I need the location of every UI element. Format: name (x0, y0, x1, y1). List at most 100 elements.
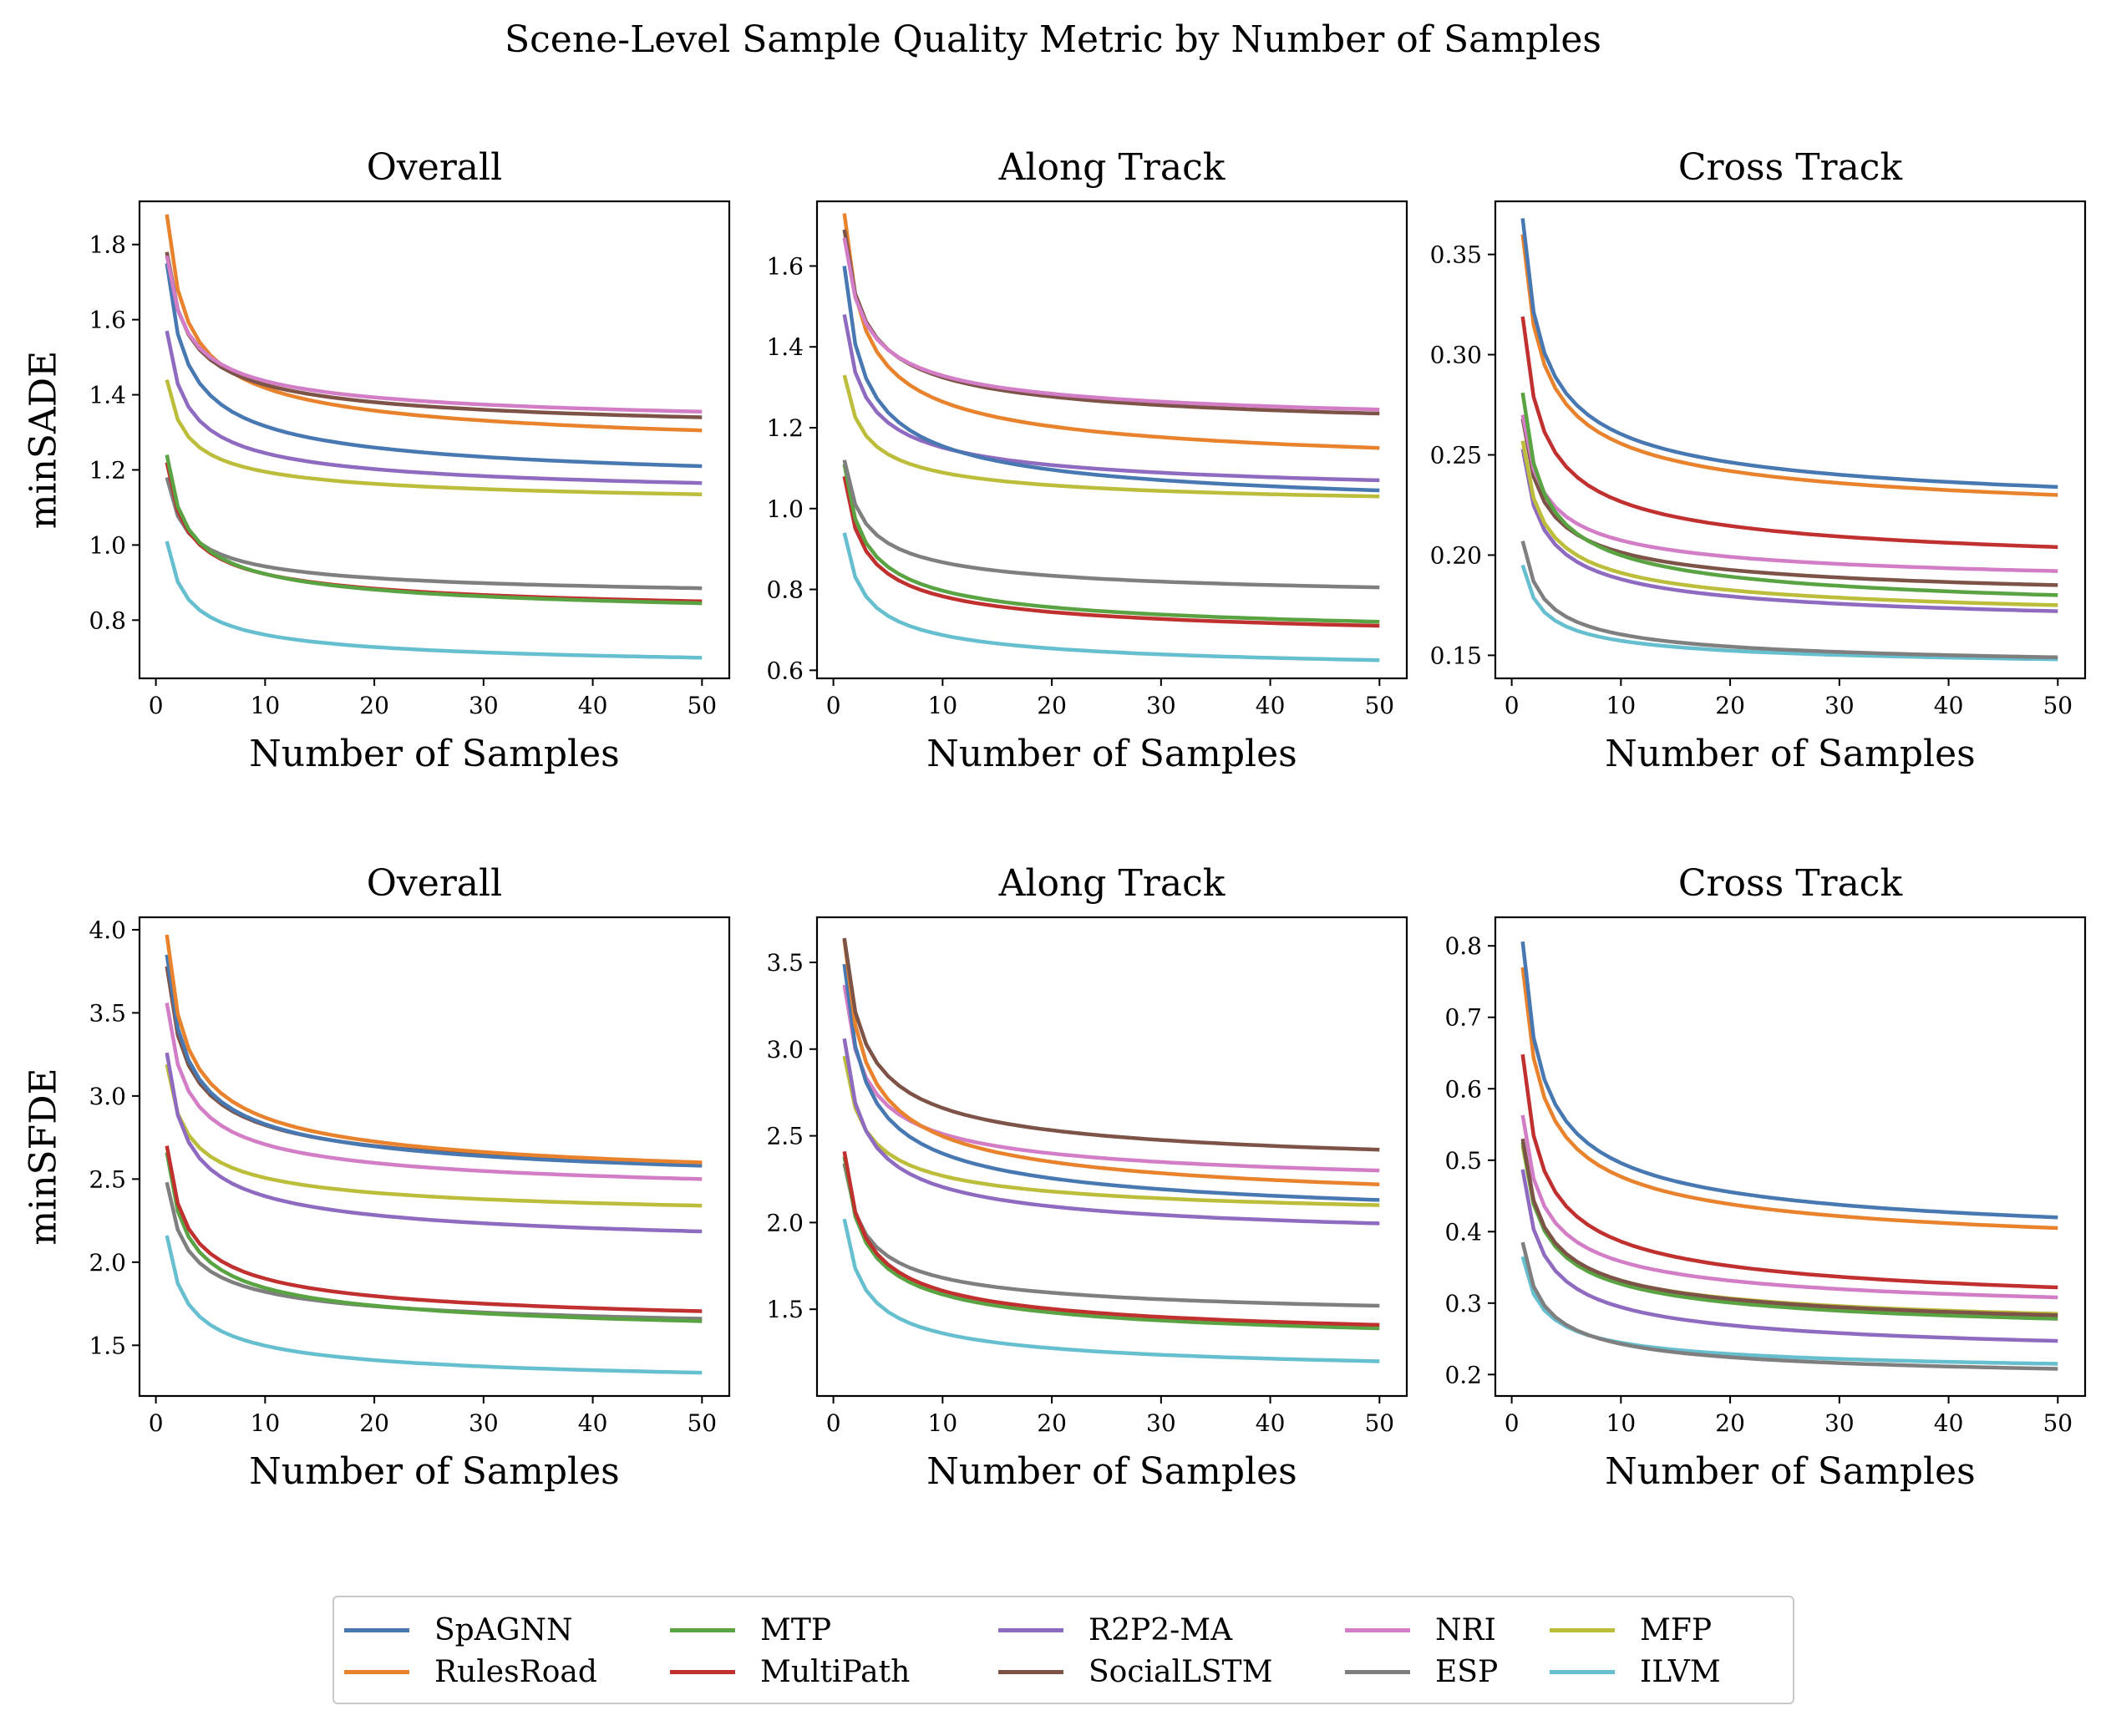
legend-label-rulesroad: RulesRoad (434, 1654, 597, 1689)
panel-2-xtick-label-4: 40 (1934, 692, 1964, 719)
panel-4-ytick-label-3: 3.0 (766, 1036, 804, 1063)
panel-1-line-spagnn (842, 266, 1380, 493)
panel-2-line-mtp (1520, 392, 2058, 597)
panel-5-xtick-label-0: 0 (1505, 1409, 1520, 1437)
panel-1-axes-frame (815, 200, 1408, 680)
panel-0-ytick-label-5: 1.8 (89, 231, 126, 259)
panel-4-line-esp (842, 1163, 1380, 1308)
panel-5-xtick-label-2: 20 (1715, 1409, 1745, 1437)
panel-2-line-r2p2-ma (1520, 448, 2058, 613)
panel-5-title: Cross Track (1678, 862, 1903, 905)
panel-5-ytick-label-0: 0.2 (1444, 1361, 1482, 1388)
panel-5-line-nri (1520, 1114, 2058, 1300)
legend-label-r2p2-ma: R2P2-MA (1089, 1612, 1233, 1647)
panel-0-line-mfp (165, 379, 703, 496)
panel-4-xtick-label-2: 20 (1037, 1409, 1067, 1437)
legend-label-sociallstm: SocialLSTM (1089, 1654, 1273, 1689)
panel-5-line-multipath (1520, 1053, 2058, 1290)
panel-3-ytick-label-5: 4.0 (89, 916, 126, 944)
panel-2-line-rulesroad (1520, 234, 2058, 497)
panel-1-ytick-label-1: 0.8 (766, 576, 804, 604)
panel-3-line-r2p2-ma (165, 1052, 703, 1234)
legend-item-r2p2-ma: R2P2-MA (998, 1611, 1232, 1649)
legend-label-spagnn: SpAGNN (434, 1612, 573, 1647)
panel-1-xtick-label-4: 40 (1256, 692, 1286, 719)
panel-4-ytick-label-4: 3.5 (766, 949, 804, 977)
panel-0-ylabel: minSADE (23, 351, 65, 529)
panel-5-ytick-label-2: 0.4 (1444, 1218, 1482, 1246)
legend-item-mfp: MFP (1550, 1611, 1712, 1649)
panel-0-xlabel: Number of Samples (249, 733, 620, 775)
legend-item-ilvm: ILVM (1550, 1652, 1721, 1691)
panel-4-line-mfp (842, 1055, 1380, 1207)
panel-2-xlabel: Number of Samples (1605, 733, 1976, 775)
panel-3-line-multipath (165, 1145, 703, 1313)
panel-1-title: Along Track (998, 146, 1226, 189)
panel-3-xlabel: Number of Samples (249, 1450, 620, 1493)
panel-0-ytick-label-2: 1.2 (89, 456, 126, 484)
legend: SpAGNN RulesRoad MTP MultiPath R2P2-MA S… (332, 1596, 1794, 1704)
panel-5-line-esp (1520, 1241, 2058, 1371)
legend-label-esp: ESP (1435, 1654, 1499, 1689)
legend-item-rulesroad: RulesRoad (344, 1652, 597, 1691)
panel-2-line-multipath (1520, 316, 2058, 550)
panel-3-xtick-label-4: 40 (578, 1409, 608, 1437)
panel-4-line-ilvm (842, 1218, 1380, 1363)
panel-3-title: Overall (367, 862, 502, 905)
panel-1-line-r2p2-ma (842, 314, 1380, 483)
panel-0-xtick-label-1: 10 (251, 692, 281, 719)
legend-swatch-multipath (670, 1669, 735, 1674)
legend-swatch-nri (1345, 1627, 1410, 1632)
legend-swatch-ilvm (1550, 1669, 1615, 1674)
panel-3-xtick-label-5: 50 (687, 1409, 717, 1437)
panel-5-ytick-label-1: 0.3 (1444, 1290, 1482, 1317)
panel-5-line-mfp (1520, 1145, 2058, 1316)
panel-1-line-nri (842, 237, 1380, 412)
panel-2-line-esp (1520, 541, 2058, 660)
panel-2-line-mfp (1520, 440, 2058, 607)
panel-4-line-rulesroad (842, 939, 1380, 1186)
panel-1-line-ilvm (842, 532, 1380, 662)
panel-5-xtick-label-3: 30 (1824, 1409, 1855, 1437)
panel-3-line-mfp (165, 1063, 703, 1208)
panel-1-xlabel: Number of Samples (926, 733, 1297, 775)
panel-2-xtick-label-0: 0 (1505, 692, 1520, 719)
legend-swatch-mfp (1550, 1627, 1615, 1632)
panel-0-xtick-label-0: 0 (149, 692, 164, 719)
panel-0-xtick-label-3: 30 (469, 692, 499, 719)
legend-item-esp: ESP (1345, 1652, 1498, 1691)
panel-0-title: Overall (367, 146, 502, 189)
panel-2-line-sociallstm (1520, 418, 2058, 587)
panel-2-ytick-label-0: 0.15 (1430, 642, 1482, 669)
panel-2-line-spagnn (1520, 218, 2058, 490)
panel-2-ytick-label-1: 0.20 (1430, 541, 1482, 569)
panel-1-xtick-label-3: 30 (1146, 692, 1176, 719)
panel-3-xtick-label-3: 30 (469, 1409, 499, 1437)
panel-0-line-ilvm (165, 541, 703, 660)
panel-5-ytick-label-4: 0.6 (1444, 1075, 1482, 1103)
panel-3-ytick-label-4: 3.5 (89, 999, 126, 1027)
panel-1-ytick-label-5: 1.6 (766, 252, 804, 280)
panel-4-xtick-label-0: 0 (826, 1409, 841, 1437)
panel-1-ytick-label-3: 1.2 (766, 414, 804, 442)
panel-2-line-ilvm (1520, 564, 2058, 662)
panel-0-line-sociallstm (165, 251, 703, 419)
panel-4-line-mtp (842, 1156, 1380, 1331)
panel-4-title: Along Track (998, 862, 1226, 905)
legend-swatch-esp (1345, 1669, 1410, 1674)
legend-item-sociallstm: SocialLSTM (998, 1652, 1272, 1691)
panel-2-line-nri (1520, 414, 2058, 573)
legend-item-multipath: MultiPath (670, 1652, 910, 1691)
panel-2-ytick-label-2: 0.25 (1430, 441, 1482, 469)
panel-1-line-mfp (842, 374, 1380, 499)
panel-3-xtick-label-0: 0 (149, 1409, 164, 1437)
figure-title: Scene-Level Sample Quality Metric by Num… (505, 18, 1601, 61)
panel-5-line-sociallstm (1520, 1138, 2058, 1317)
panel-5-ytick-label-6: 0.8 (1444, 932, 1482, 960)
panel-3-axes-frame (138, 916, 731, 1398)
panel-1-ytick-label-0: 0.6 (766, 657, 804, 684)
panel-4-ytick-label-2: 2.5 (766, 1123, 804, 1150)
legend-label-ilvm: ILVM (1640, 1654, 1721, 1689)
panel-0-line-nri (165, 255, 703, 414)
legend-item-mtp: MTP (670, 1611, 831, 1649)
